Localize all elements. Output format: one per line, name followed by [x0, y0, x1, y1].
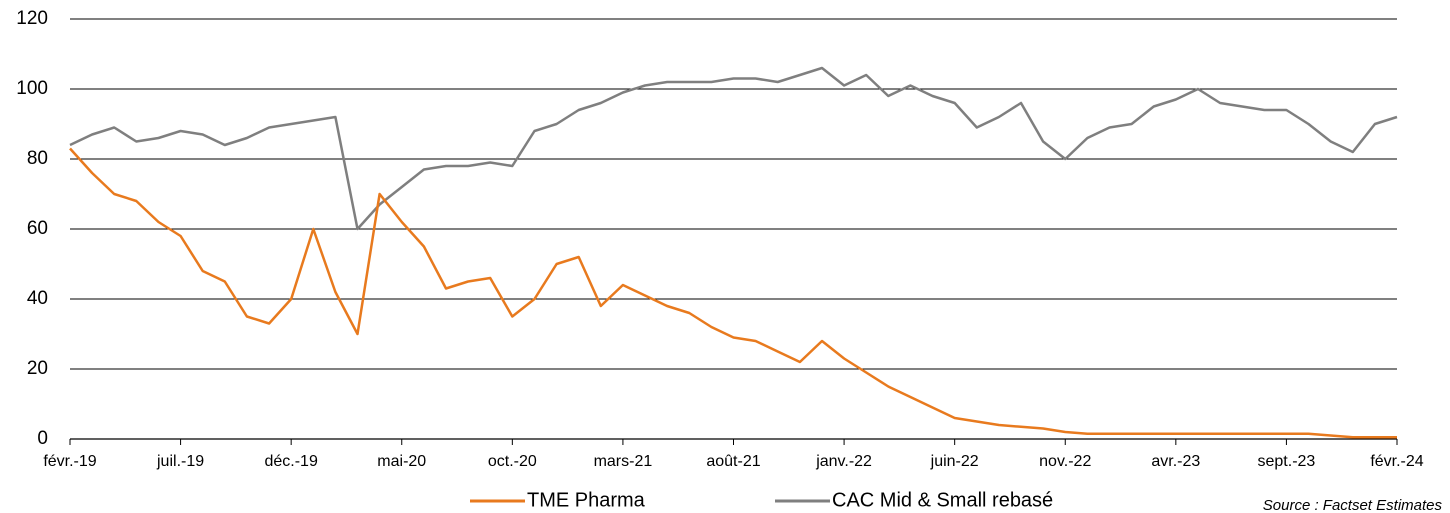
x-tick-label: août-21: [706, 453, 760, 470]
series-line: [69, 147, 1397, 439]
x-tick-label: févr.-19: [43, 453, 96, 470]
x-tick-label: oct.-20: [488, 453, 537, 470]
x-tick-label: sept.-23: [1258, 453, 1316, 470]
legend-label: CAC Mid & Small rebasé: [832, 489, 1053, 511]
x-tick-label: déc.-19: [264, 453, 317, 470]
y-tick-label: 20: [27, 358, 48, 379]
x-tick-label: avr.-23: [1151, 453, 1200, 470]
y-tick-label: 80: [27, 148, 48, 169]
y-tick-label: 60: [27, 218, 48, 239]
x-tick-label: juin-22: [930, 453, 979, 470]
y-tick-label: 0: [37, 428, 48, 449]
x-tick-label: mars-21: [594, 453, 653, 470]
x-tick-label: févr.-24: [1370, 453, 1423, 470]
source-note: Source : Factset Estimates: [1263, 497, 1443, 513]
x-tick-label: juil.-19: [156, 453, 204, 470]
x-tick-label: mai-20: [377, 453, 426, 470]
y-tick-label: 120: [16, 8, 48, 29]
x-tick-label: janv.-22: [815, 453, 872, 470]
y-tick-label: 100: [16, 78, 48, 99]
y-tick-label: 40: [27, 288, 48, 309]
series-line: [69, 66, 1398, 231]
legend-label: TME Pharma: [527, 489, 646, 511]
x-tick-label: nov.-22: [1039, 453, 1091, 470]
